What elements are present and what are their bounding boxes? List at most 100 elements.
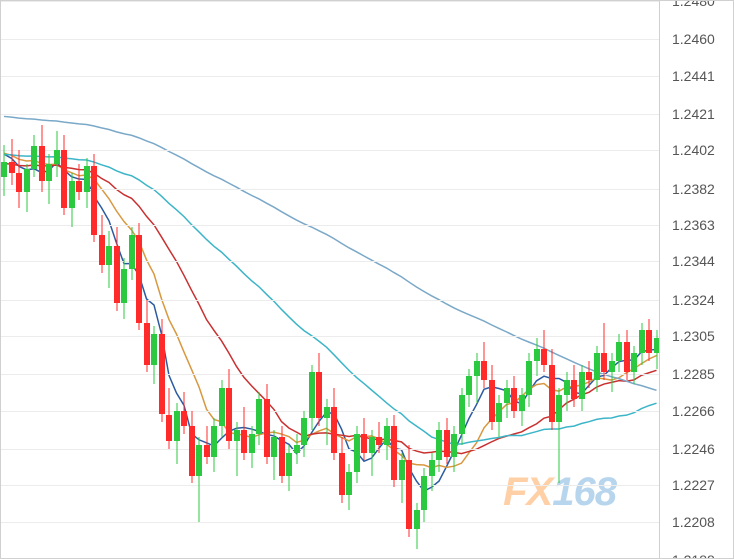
candle bbox=[46, 1, 52, 559]
candle bbox=[421, 1, 427, 559]
y-axis-label: 1.2285 bbox=[672, 366, 715, 382]
candle bbox=[541, 1, 547, 559]
y-axis-label: 1.2344 bbox=[672, 253, 715, 269]
candle bbox=[39, 1, 45, 559]
y-axis-label: 1.2266 bbox=[672, 403, 715, 419]
candle bbox=[406, 1, 412, 559]
candle bbox=[159, 1, 165, 559]
candle bbox=[579, 1, 585, 559]
candle bbox=[391, 1, 397, 559]
candle bbox=[339, 1, 345, 559]
candle bbox=[361, 1, 367, 559]
candle bbox=[631, 1, 637, 559]
candle bbox=[609, 1, 615, 559]
y-axis-label: 1.2382 bbox=[672, 181, 715, 197]
y-axis-label: 1.2421 bbox=[672, 106, 715, 122]
candle bbox=[166, 1, 172, 559]
y-axis-label: 1.2324 bbox=[672, 292, 715, 308]
candle bbox=[16, 1, 22, 559]
candle bbox=[549, 1, 555, 559]
candle bbox=[414, 1, 420, 559]
candle bbox=[474, 1, 480, 559]
candle bbox=[309, 1, 315, 559]
candle bbox=[564, 1, 570, 559]
y-axis-label: 1.2441 bbox=[672, 68, 715, 84]
candle bbox=[279, 1, 285, 559]
candle bbox=[61, 1, 67, 559]
candle bbox=[519, 1, 525, 559]
candle bbox=[331, 1, 337, 559]
y-axis-label: 1.2305 bbox=[672, 328, 715, 344]
candle bbox=[624, 1, 630, 559]
candle bbox=[181, 1, 187, 559]
candle bbox=[76, 1, 82, 559]
candle bbox=[174, 1, 180, 559]
candle bbox=[496, 1, 502, 559]
chart-container: FX168 1.2480 1.2460 1.2441 1.2421 1.2402 1.23… bbox=[0, 0, 734, 559]
candle bbox=[354, 1, 360, 559]
y-axis-label: 1.2227 bbox=[672, 477, 715, 493]
candle bbox=[534, 1, 540, 559]
candle bbox=[69, 1, 75, 559]
candle bbox=[466, 1, 472, 559]
candle bbox=[459, 1, 465, 559]
candle bbox=[144, 1, 150, 559]
candle bbox=[24, 1, 30, 559]
candle bbox=[586, 1, 592, 559]
candle bbox=[504, 1, 510, 559]
plot-area[interactable]: FX168 bbox=[1, 1, 661, 559]
candle bbox=[436, 1, 442, 559]
candle bbox=[241, 1, 247, 559]
candle bbox=[646, 1, 652, 559]
candle bbox=[249, 1, 255, 559]
y-axis-label: 1.2402 bbox=[672, 142, 715, 158]
candle bbox=[616, 1, 622, 559]
candle bbox=[271, 1, 277, 559]
candle bbox=[234, 1, 240, 559]
candle bbox=[256, 1, 262, 559]
candle bbox=[226, 1, 232, 559]
candle bbox=[399, 1, 405, 559]
candle bbox=[369, 1, 375, 559]
y-axis: 1.2480 1.2460 1.2441 1.2421 1.2402 1.2382 1.23… bbox=[659, 1, 733, 559]
candle bbox=[639, 1, 645, 559]
candle bbox=[429, 1, 435, 559]
candle bbox=[511, 1, 517, 559]
candle bbox=[294, 1, 300, 559]
candle bbox=[114, 1, 120, 559]
y-axis-label: 1.2246 bbox=[672, 441, 715, 457]
candle bbox=[556, 1, 562, 559]
candle bbox=[286, 1, 292, 559]
candle bbox=[324, 1, 330, 559]
candle bbox=[121, 1, 127, 559]
candle bbox=[204, 1, 210, 559]
y-axis-label: 1.2480 bbox=[672, 0, 715, 9]
candle bbox=[211, 1, 217, 559]
candle bbox=[99, 1, 105, 559]
y-axis-label: 1.2363 bbox=[672, 217, 715, 233]
candle bbox=[264, 1, 270, 559]
candle bbox=[301, 1, 307, 559]
candle bbox=[384, 1, 390, 559]
y-axis-label: 1.2208 bbox=[672, 514, 715, 530]
candle bbox=[9, 1, 15, 559]
candle bbox=[489, 1, 495, 559]
candle bbox=[106, 1, 112, 559]
candle bbox=[526, 1, 532, 559]
candle bbox=[219, 1, 225, 559]
candle bbox=[129, 1, 135, 559]
candle bbox=[54, 1, 60, 559]
candle bbox=[571, 1, 577, 559]
candle bbox=[1, 1, 7, 559]
candle bbox=[91, 1, 97, 559]
candle bbox=[451, 1, 457, 559]
y-axis-label: 1.2188 bbox=[672, 552, 715, 559]
candle bbox=[84, 1, 90, 559]
candle bbox=[196, 1, 202, 559]
candle bbox=[594, 1, 600, 559]
candle bbox=[346, 1, 352, 559]
y-axis-label: 1.2460 bbox=[672, 31, 715, 47]
candle bbox=[481, 1, 487, 559]
candle bbox=[189, 1, 195, 559]
candle bbox=[151, 1, 157, 559]
